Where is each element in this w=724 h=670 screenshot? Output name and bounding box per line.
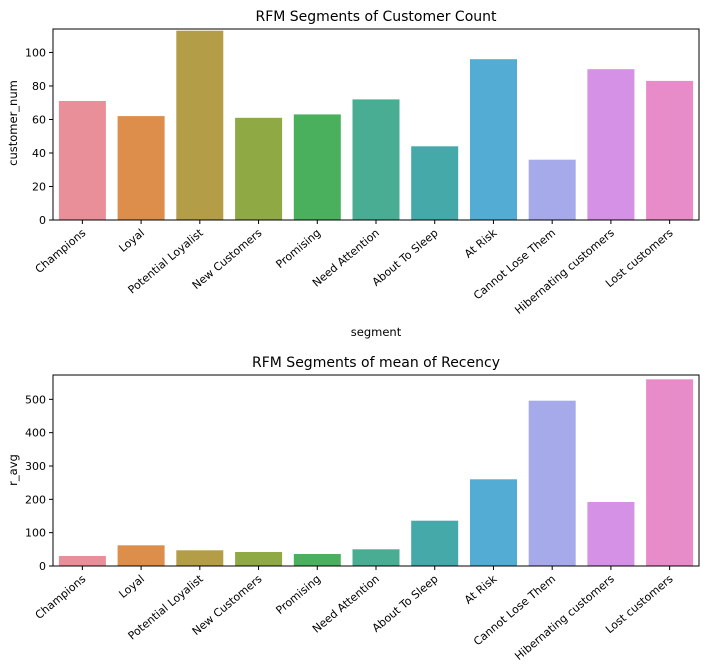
- y-tick-label: 500: [25, 393, 46, 406]
- x-tick-label: Loyal: [116, 572, 147, 601]
- bar-cannot-lose-them: [528, 400, 576, 566]
- bar-champions: [58, 556, 106, 566]
- y-ticks-group: 0 20 40 60 80 100: [25, 46, 53, 227]
- y-tick-label: 200: [25, 493, 46, 506]
- bar-cannot-lose-them: [528, 159, 576, 220]
- bar-promising: [293, 554, 341, 566]
- x-tick-label: At Risk: [462, 226, 500, 261]
- y-tick-label: 40: [32, 147, 46, 160]
- bar-hibernating-customers: [587, 69, 635, 220]
- bars-group: [58, 30, 694, 221]
- bar-need-attention: [352, 99, 400, 220]
- customer-count-chart: RFM Segments of Customer Count customer_…: [6, 9, 700, 339]
- bar-new-customers: [235, 117, 283, 220]
- chart-title: RFM Segments of Customer Count: [255, 9, 497, 25]
- bar-new-customers: [235, 552, 283, 566]
- y-axis-label: customer_num: [6, 80, 20, 166]
- y-tick-label: 300: [25, 460, 46, 473]
- x-tick-label: Hibernating customers: [512, 572, 617, 663]
- bar-lost-customers: [646, 379, 694, 566]
- x-tick-label: Hibernating customers: [512, 226, 617, 317]
- x-tick-label: Champions: [33, 572, 89, 622]
- y-tick-label: 20: [32, 180, 46, 193]
- bar-potential-loyalist: [176, 30, 224, 221]
- bar-about-to-sleep: [411, 520, 459, 566]
- chart-title: RFM Segments of mean of Recency: [252, 355, 500, 371]
- y-tick-label: 100: [25, 527, 46, 540]
- bar-at-risk: [470, 479, 517, 566]
- bar-at-risk: [470, 59, 517, 221]
- bar-champions: [58, 101, 106, 220]
- y-tick-label: 60: [32, 113, 46, 126]
- bar-about-to-sleep: [411, 146, 459, 220]
- y-tick-label: 100: [25, 46, 46, 59]
- y-tick-label: 0: [39, 560, 46, 573]
- x-tick-label: Promising: [274, 572, 324, 617]
- x-tick-label: At Risk: [462, 572, 500, 607]
- bar-loyal: [117, 116, 165, 220]
- y-tick-label: 400: [25, 427, 46, 440]
- x-axis-label: segment: [351, 325, 402, 339]
- x-tick-label: Loyal: [116, 226, 147, 255]
- y-tick-label: 0: [39, 214, 46, 227]
- y-ticks-group: 0 100 200 300 400 500: [25, 393, 53, 573]
- y-tick-label: 80: [32, 80, 46, 93]
- bar-lost-customers: [646, 80, 694, 221]
- bar-loyal: [117, 545, 165, 566]
- bars-group: [58, 379, 694, 566]
- bar-hibernating-customers: [587, 502, 635, 566]
- bar-promising: [293, 114, 341, 220]
- x-tick-label: Promising: [274, 226, 324, 271]
- recency-mean-chart: RFM Segments of mean of Recency r_avg 0 1…: [6, 355, 700, 663]
- x-tick-label: Champions: [33, 226, 89, 276]
- y-axis-label: r_avg: [6, 454, 20, 486]
- plot-frame: [52, 28, 700, 221]
- bar-need-attention: [352, 549, 400, 566]
- plot-frame: [52, 374, 700, 567]
- bar-potential-loyalist: [176, 550, 224, 566]
